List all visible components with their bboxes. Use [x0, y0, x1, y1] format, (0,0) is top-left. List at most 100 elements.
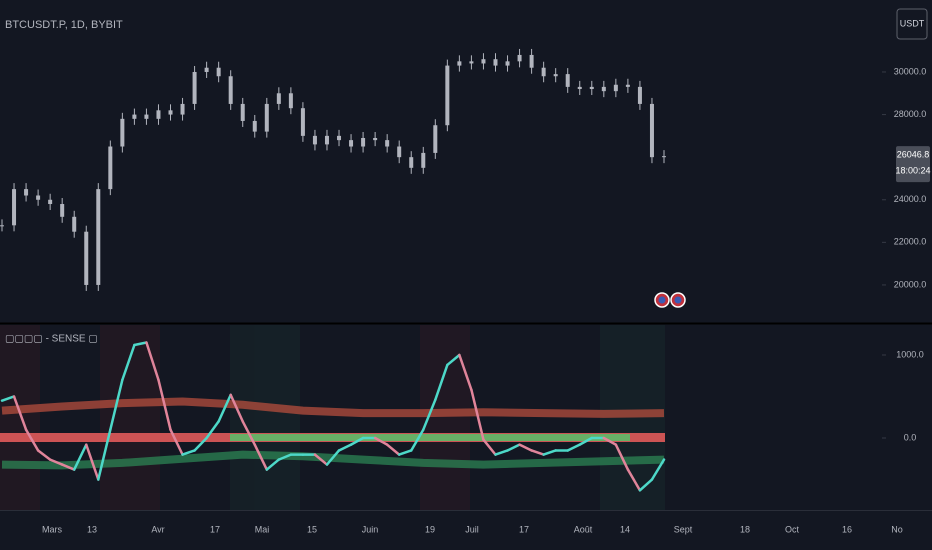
- x-tick-label: 19: [425, 524, 435, 534]
- oscillator-segment: [133, 341, 148, 347]
- candle: [445, 65, 450, 126]
- oscillator-segment: [385, 443, 401, 456]
- zero-line-band-green: [230, 434, 630, 441]
- candle: [385, 140, 390, 147]
- oscillator-segment: [229, 393, 244, 423]
- candle: [409, 157, 414, 168]
- candle: [300, 108, 305, 136]
- x-tick-label: Mai: [255, 524, 270, 534]
- oscillator-segment: [145, 341, 160, 382]
- oscillator-segment: [506, 443, 521, 452]
- x-tick-label: 18: [740, 524, 750, 534]
- indicator-title[interactable]: ▢▢▢▢ - SENSE ▢: [5, 334, 98, 345]
- oscillator-segment: [48, 458, 64, 466]
- x-tick-label: 17: [519, 524, 529, 534]
- candle: [276, 93, 281, 104]
- candle: [457, 61, 462, 66]
- x-tick-label: Avr: [151, 524, 164, 534]
- candle: [493, 59, 498, 66]
- oscillator-segment: [518, 443, 533, 452]
- oscillator-segment: [422, 398, 437, 431]
- oscillator-segment: [373, 436, 389, 446]
- candle: [288, 93, 293, 109]
- event-flags[interactable]: [654, 292, 686, 308]
- last-price-box: [896, 146, 930, 183]
- y-tick-label: 0.0: [904, 432, 917, 442]
- oscillator-segment: [626, 468, 642, 492]
- candle: [541, 67, 546, 77]
- oscillator-segment: [12, 395, 28, 431]
- y-tick-label: 1000.0: [896, 349, 924, 359]
- candle: [324, 135, 329, 145]
- candle: [421, 152, 426, 168]
- oscillator-segment: [24, 428, 40, 452]
- candle: [12, 189, 17, 226]
- oscillator-segment: [434, 363, 449, 402]
- candle: [662, 156, 666, 158]
- x-tick-label: Juil: [465, 524, 479, 534]
- candle: [96, 189, 101, 285]
- candle: [553, 74, 558, 77]
- oscillator-segment: [109, 378, 124, 431]
- candle: [601, 86, 606, 92]
- oscillator-segment: [60, 463, 76, 471]
- candle: [337, 135, 342, 141]
- oscillator-segment: [397, 449, 413, 456]
- symbol-label: BTCUSDT.P, 1D, BYBIT: [5, 19, 123, 31]
- x-tick-label: Août: [574, 524, 593, 534]
- x-tick-label: 15: [307, 524, 317, 534]
- candle: [637, 86, 642, 104]
- oscillator-segment: [337, 443, 353, 452]
- oscillator-segment: [36, 449, 52, 461]
- oscillator-segment: [650, 458, 666, 481]
- candle: [120, 118, 125, 147]
- x-tick-label: 13: [87, 524, 97, 534]
- currency-label[interactable]: USDT: [900, 18, 925, 28]
- oscillator-segment: [409, 428, 425, 452]
- oscillator-segment: [638, 478, 654, 492]
- y-tick-label: 22000.0: [894, 237, 927, 247]
- candle: [565, 74, 570, 87]
- oscillator-segment: [446, 353, 461, 367]
- oscillator-segment: [494, 449, 509, 456]
- oscillator-segment: [205, 420, 220, 440]
- candle: [156, 110, 161, 119]
- oscillator-segment: [72, 443, 88, 471]
- oscillator-segment: [542, 449, 557, 456]
- oscillator-segment: [325, 449, 341, 466]
- oscillator-segment: [217, 393, 232, 423]
- oscillator-segment: [85, 443, 100, 481]
- x-tick-label: No: [891, 524, 903, 534]
- currency-button[interactable]: [896, 8, 928, 40]
- oscillator-segment: [169, 428, 184, 456]
- candle: [481, 59, 486, 64]
- candle: [433, 125, 438, 153]
- oscillator-segment: [349, 436, 365, 446]
- candle: [60, 204, 65, 217]
- oscillator-segment: [121, 343, 136, 382]
- candle: [349, 140, 354, 147]
- oscillator-segment: [181, 449, 196, 456]
- oscillator-segment: [97, 428, 112, 481]
- candle: [469, 61, 474, 64]
- oscillator-segment: [277, 453, 293, 461]
- candle: [24, 189, 29, 196]
- oscillator-segment: [530, 449, 545, 456]
- candle: [577, 86, 582, 90]
- candle: [649, 103, 654, 158]
- candle: [84, 231, 89, 285]
- candle: [144, 114, 149, 119]
- x-tick-label: 16: [842, 524, 852, 534]
- candle: [108, 146, 113, 190]
- candle: [228, 76, 233, 104]
- oscillator-segment: [193, 436, 208, 452]
- y-tick-label: 24000.0: [894, 194, 927, 204]
- y-tick-label: 30000.0: [894, 66, 927, 76]
- candle: [517, 54, 522, 62]
- oscillator-segment: [470, 388, 485, 441]
- oscillator-segment: [602, 436, 618, 446]
- candle: [613, 84, 618, 92]
- candle: [132, 114, 137, 119]
- oscillator-segment: [241, 420, 257, 446]
